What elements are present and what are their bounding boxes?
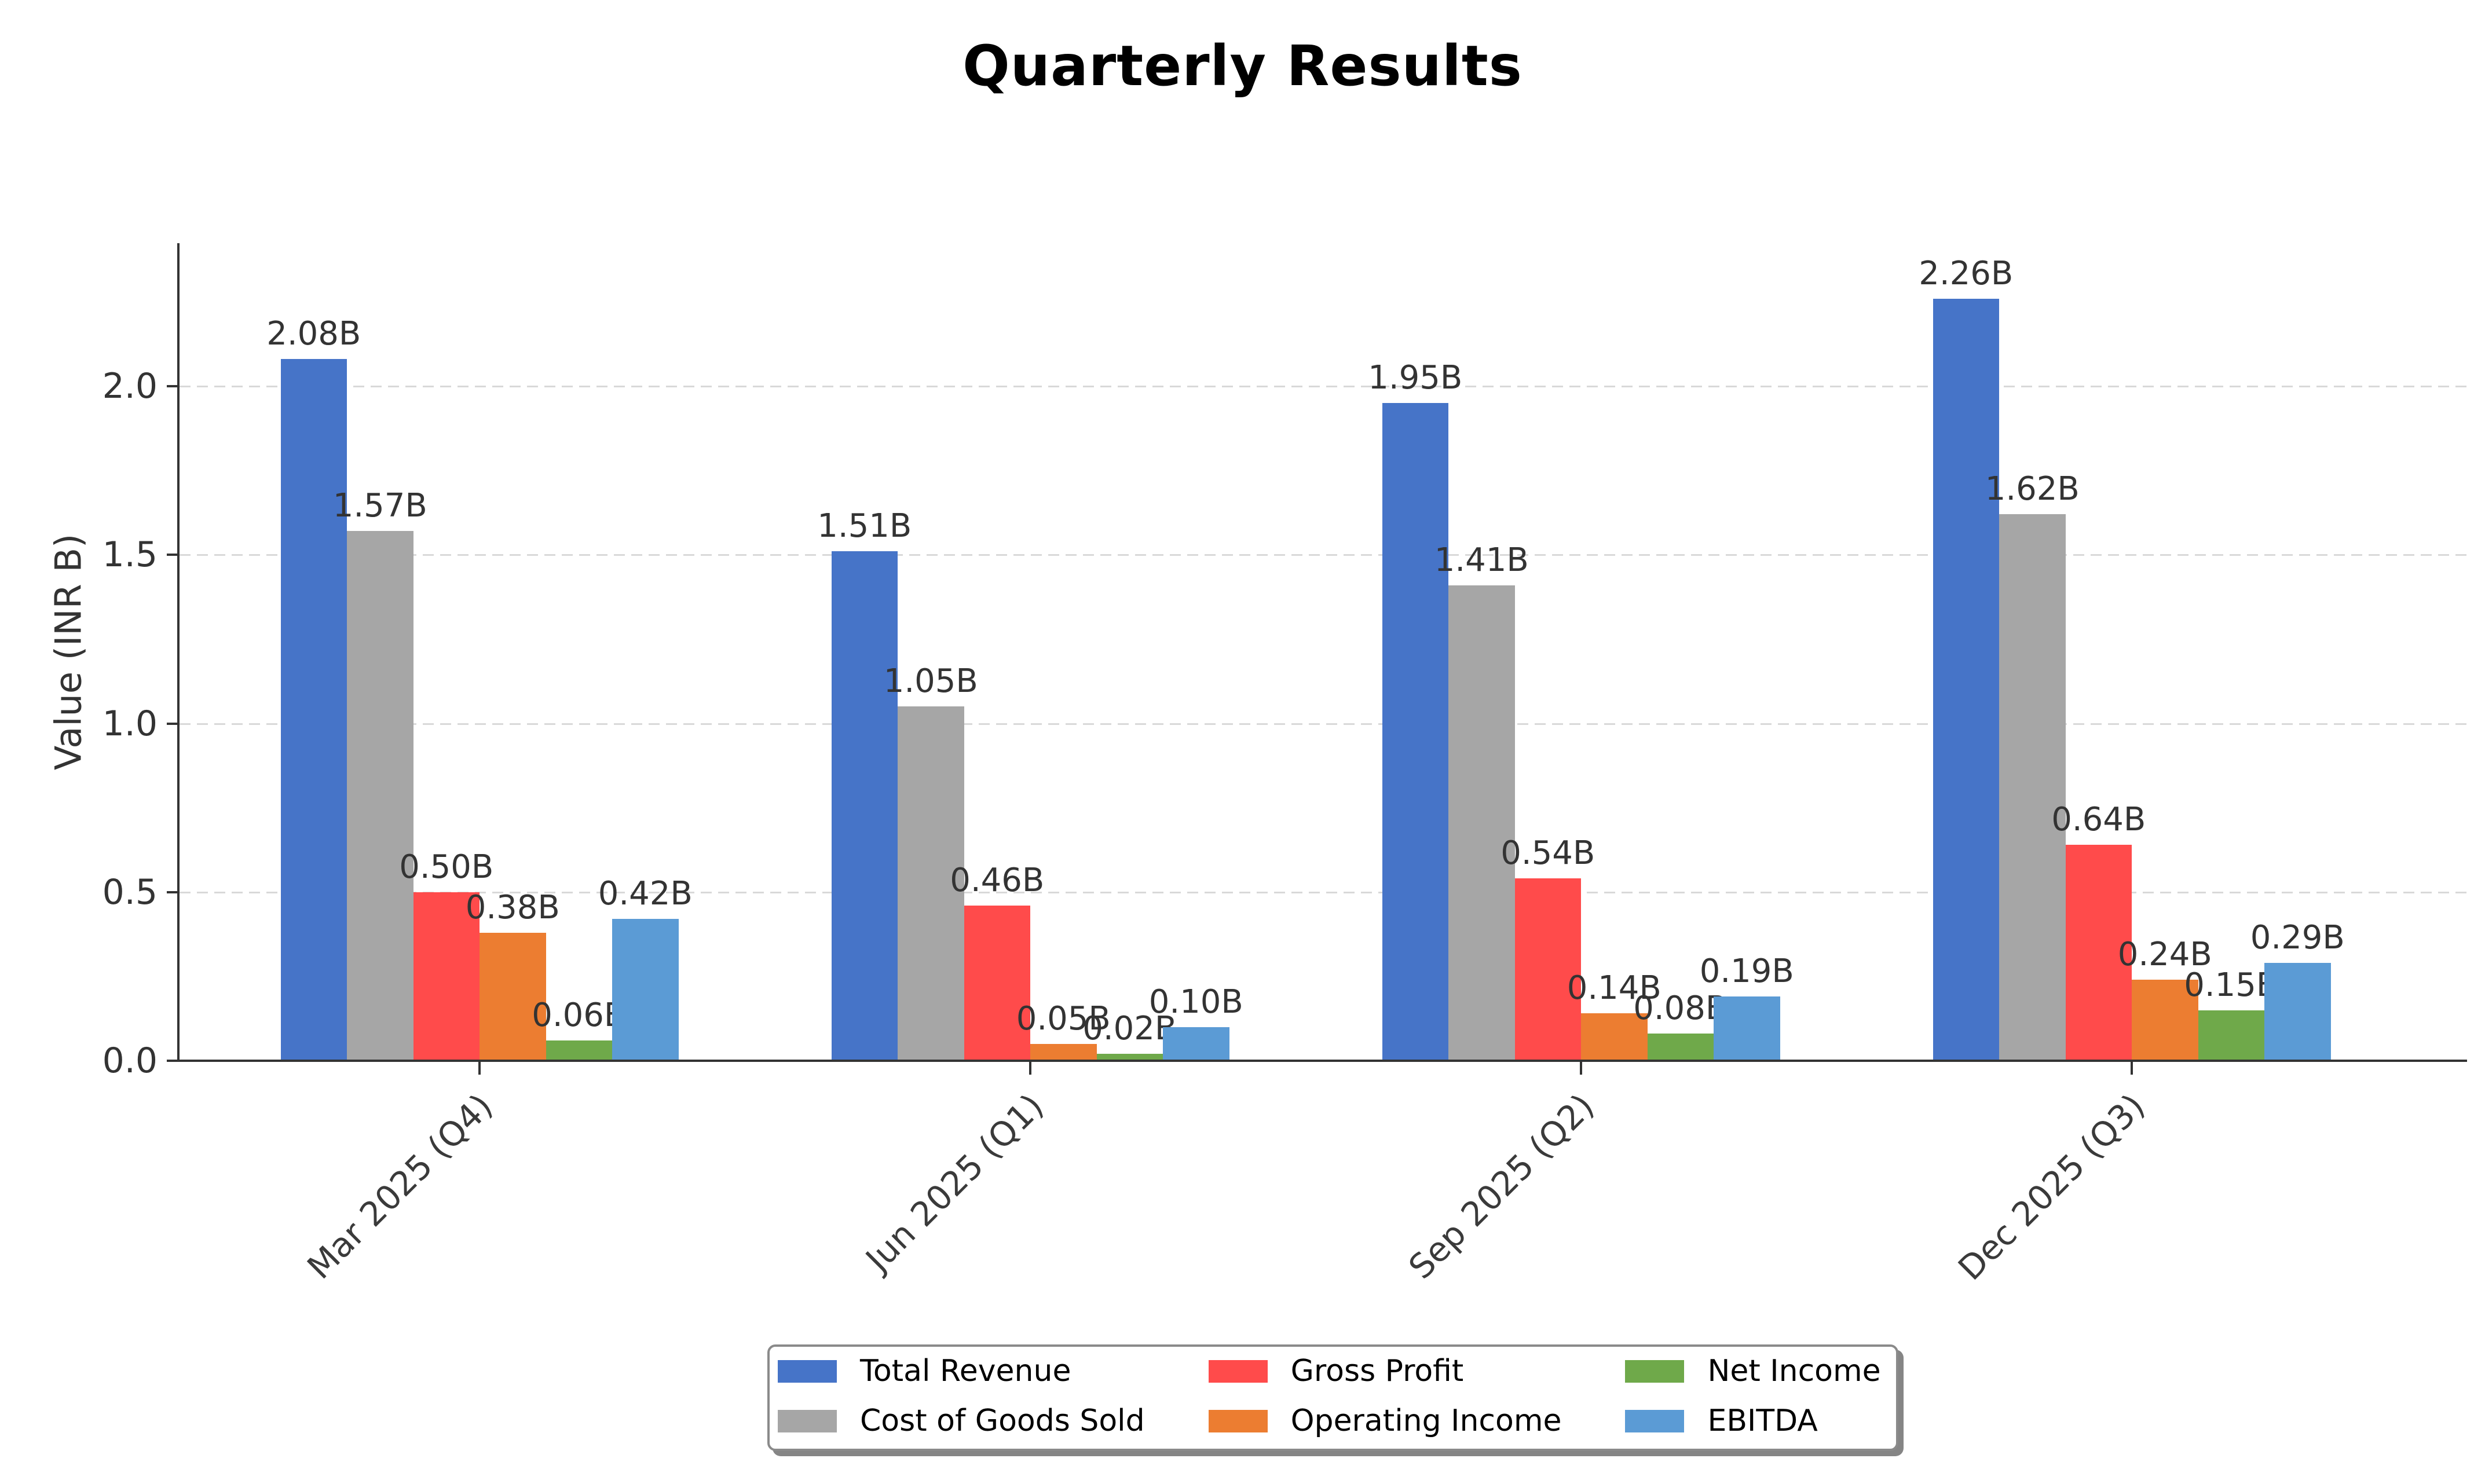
bar-value-label: 2.08B <box>266 315 361 353</box>
bar-value-label: 1.51B <box>817 507 912 545</box>
x-axis-tick-label: Dec 2025 (Q3) <box>1950 1086 2153 1288</box>
bar <box>2065 845 2132 1061</box>
bar-value-label: 0.05B <box>1016 1000 1111 1038</box>
legend-item: Net Income <box>1625 1354 1881 1388</box>
legend-swatch <box>1625 1409 1685 1432</box>
bar <box>1647 1034 1714 1061</box>
bar <box>280 359 347 1061</box>
bar <box>964 906 1030 1061</box>
bar-value-label: 0.06B <box>532 996 627 1034</box>
x-axis-tick-label: Mar 2025 (Q4) <box>299 1086 500 1287</box>
bar <box>1163 1027 1229 1061</box>
bar <box>1096 1054 1163 1061</box>
y-axis-tick-label: 1.5 <box>102 534 158 576</box>
y-axis-tick-label: 0.5 <box>102 871 158 913</box>
gridline <box>180 386 2467 387</box>
bar <box>2198 1010 2264 1061</box>
x-axis-tick-label: Sep 2025 (Q2) <box>1401 1086 1602 1287</box>
y-axis-line <box>177 243 180 1062</box>
x-axis-tick <box>1580 1062 1582 1075</box>
legend-item: Gross Profit <box>1208 1354 1562 1388</box>
legend-swatch <box>1208 1409 1268 1432</box>
gridline <box>180 554 2467 556</box>
bar-value-label: 0.42B <box>598 875 693 913</box>
y-axis-tick-label: 0.0 <box>102 1040 158 1081</box>
bar <box>1448 585 1515 1061</box>
x-axis-tick <box>478 1062 481 1075</box>
bar <box>898 706 964 1061</box>
legend-column: Net Income EBITDA <box>1625 1354 1881 1436</box>
bar <box>1933 299 1999 1061</box>
legend-swatch <box>1625 1360 1685 1383</box>
bar-value-label: 0.08B <box>1633 990 1728 1027</box>
bar <box>413 892 480 1061</box>
legend-column: Total Revenue Cost of Goods Sold <box>778 1356 1145 1436</box>
legend-item: EBITDA <box>1625 1406 1880 1436</box>
bar-value-label: 0.19B <box>1699 952 1794 990</box>
y-axis-tick <box>167 385 177 387</box>
x-axis-line <box>177 1060 2467 1062</box>
bar-value-label: 0.15B <box>2184 966 2279 1004</box>
bar <box>1999 514 2066 1061</box>
legend-column: Gross Profit Operating Income <box>1208 1354 1562 1438</box>
bar-value-label: 0.02B <box>1082 1010 1177 1047</box>
y-axis-tick <box>167 554 177 556</box>
bar <box>347 531 413 1061</box>
chart-title: Quarterly Results <box>962 34 1523 98</box>
y-axis-tick-label: 1.0 <box>102 703 158 744</box>
bar <box>2132 980 2198 1061</box>
x-axis-tick <box>2131 1062 2133 1075</box>
bar-value-label: 2.26B <box>1919 255 2014 292</box>
bar <box>831 551 898 1061</box>
y-axis-tick <box>167 891 177 893</box>
legend-swatch <box>778 1360 837 1383</box>
y-axis-label: Value (INR B) <box>47 533 90 771</box>
bar-value-label: 0.54B <box>1500 834 1595 872</box>
legend-label: Gross Profit <box>1290 1354 1464 1388</box>
bar-value-label: 1.41B <box>1434 541 1529 579</box>
bar-value-label: 0.64B <box>2051 801 2146 838</box>
bar-value-label: 0.24B <box>2117 936 2212 973</box>
legend-item: Total Revenue <box>778 1356 1145 1386</box>
bar-value-label: 1.57B <box>332 487 427 525</box>
bar-value-label: 0.50B <box>399 848 494 886</box>
bar <box>546 1040 612 1061</box>
bar <box>2264 963 2331 1061</box>
y-axis-tick <box>167 722 177 725</box>
gridline <box>180 723 2467 725</box>
legend-swatch <box>778 1409 837 1432</box>
y-axis-tick-label: 2.0 <box>102 366 158 406</box>
gridline <box>180 891 2467 893</box>
legend: Total Revenue Cost of Goods Sold Gross Pro… <box>767 1344 1898 1451</box>
bar-value-label: 0.10B <box>1148 983 1243 1021</box>
bar <box>1030 1044 1097 1061</box>
legend-item: Cost of Goods Sold <box>778 1406 1145 1436</box>
legend-swatch <box>1208 1360 1268 1383</box>
x-axis-tick-label: Jun 2025 (Q1) <box>858 1086 1051 1279</box>
legend-item: Operating Income <box>1208 1404 1562 1438</box>
bar-value-label: 1.05B <box>883 662 978 700</box>
legend-label: EBITDA <box>1707 1404 1818 1438</box>
bar-value-label: 1.95B <box>1368 359 1463 397</box>
legend-label: Cost of Goods Sold <box>860 1404 1145 1438</box>
legend-label: Total Revenue <box>860 1354 1071 1388</box>
bar <box>1382 403 1448 1061</box>
bar-value-label: 0.46B <box>950 862 1045 899</box>
bar-value-label: 1.62B <box>1985 470 2080 508</box>
legend-label: Operating Income <box>1290 1404 1562 1438</box>
x-axis-tick <box>1029 1062 1031 1075</box>
y-axis-tick <box>167 1060 177 1062</box>
bar <box>480 933 546 1061</box>
bar-value-label: 0.29B <box>2250 919 2345 957</box>
bar <box>1714 996 1780 1061</box>
legend-label: Net Income <box>1707 1354 1881 1388</box>
bar <box>1581 1013 1648 1061</box>
bar-value-label: 0.38B <box>465 889 560 926</box>
bar-value-label: 0.14B <box>1567 969 1661 1007</box>
bar <box>1514 878 1581 1061</box>
bar <box>612 919 679 1061</box>
